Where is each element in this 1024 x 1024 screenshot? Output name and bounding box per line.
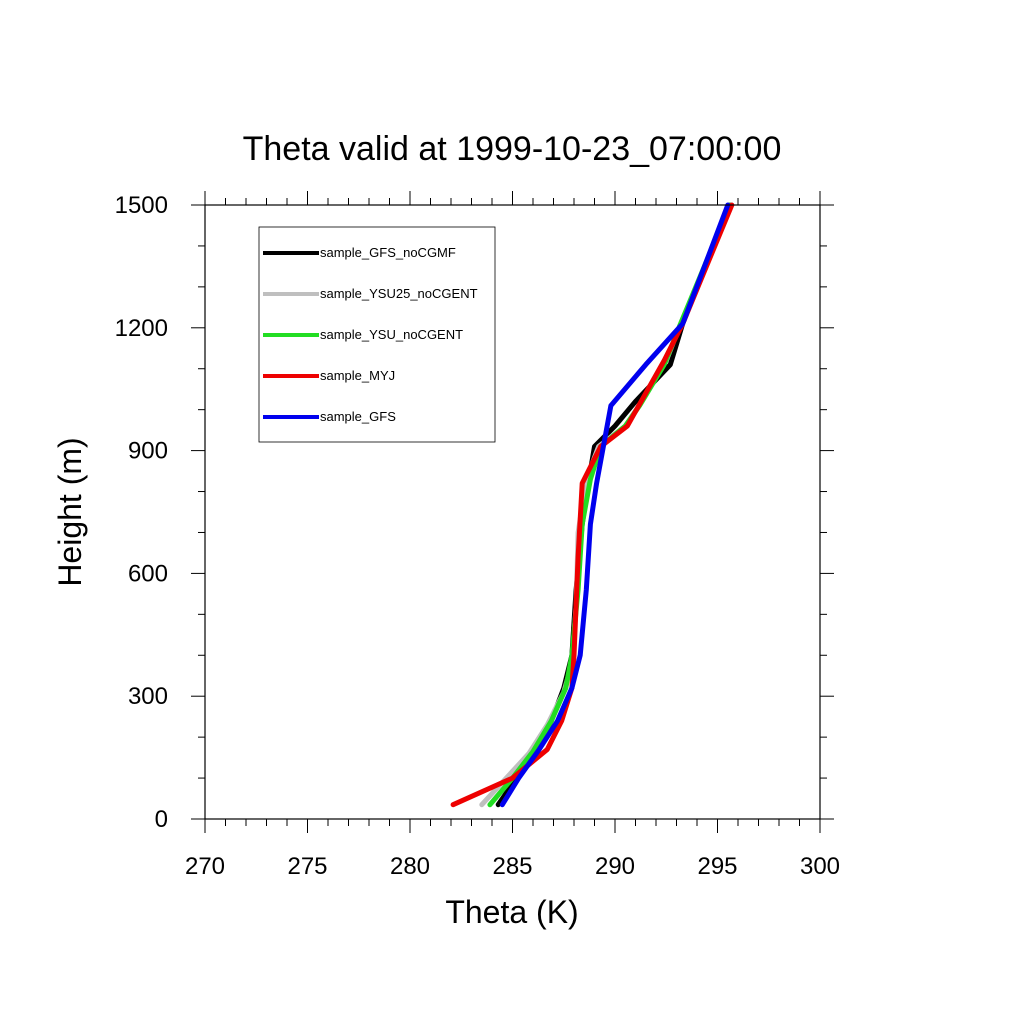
x-axis-label: Theta (K) bbox=[445, 894, 578, 930]
series-line-sample_MYJ bbox=[450, 202, 735, 808]
x-tick-labels: 270 275 280 285 290 295 300 bbox=[185, 853, 840, 880]
series-lines bbox=[450, 202, 735, 808]
x-tick-label: 275 bbox=[287, 853, 327, 880]
chart-title: Theta valid at 1999-10-23_07:00:00 bbox=[243, 130, 782, 168]
legend-label: sample_GFS bbox=[320, 409, 396, 424]
plot-frame bbox=[204, 204, 821, 820]
legend-label: sample_MYJ bbox=[320, 368, 395, 383]
y-tick-label: 1200 bbox=[115, 315, 168, 342]
x-tick-label: 300 bbox=[800, 853, 840, 880]
y-tick-label: 1500 bbox=[115, 192, 168, 219]
legend-label: sample_GFS_noCGMF bbox=[320, 245, 456, 260]
y-axis-label: Height (m) bbox=[52, 437, 88, 586]
x-tick-label: 295 bbox=[697, 853, 737, 880]
y-tick-label: 600 bbox=[128, 560, 168, 587]
y-tick-label: 900 bbox=[128, 438, 168, 465]
legend: sample_GFS_noCGMF sample_YSU25_noCGENTsam… bbox=[258, 226, 496, 443]
legend-label: sample_YSU_noCGENT bbox=[320, 327, 463, 342]
y-tick-label: 300 bbox=[128, 683, 168, 710]
series-line-sample_GFS bbox=[499, 202, 731, 808]
y-tick-label: 0 bbox=[155, 806, 168, 833]
x-tick-label: 270 bbox=[185, 853, 225, 880]
x-tick-label: 290 bbox=[595, 853, 635, 880]
y-tick-labels: 0 300 600 900 1200 1500 bbox=[115, 192, 168, 833]
x-tick-label: 285 bbox=[492, 853, 532, 880]
x-tick-label: 280 bbox=[390, 853, 430, 880]
tick-marks bbox=[191, 191, 834, 833]
legend-label: sample_YSU25_noCGENT bbox=[320, 286, 478, 301]
